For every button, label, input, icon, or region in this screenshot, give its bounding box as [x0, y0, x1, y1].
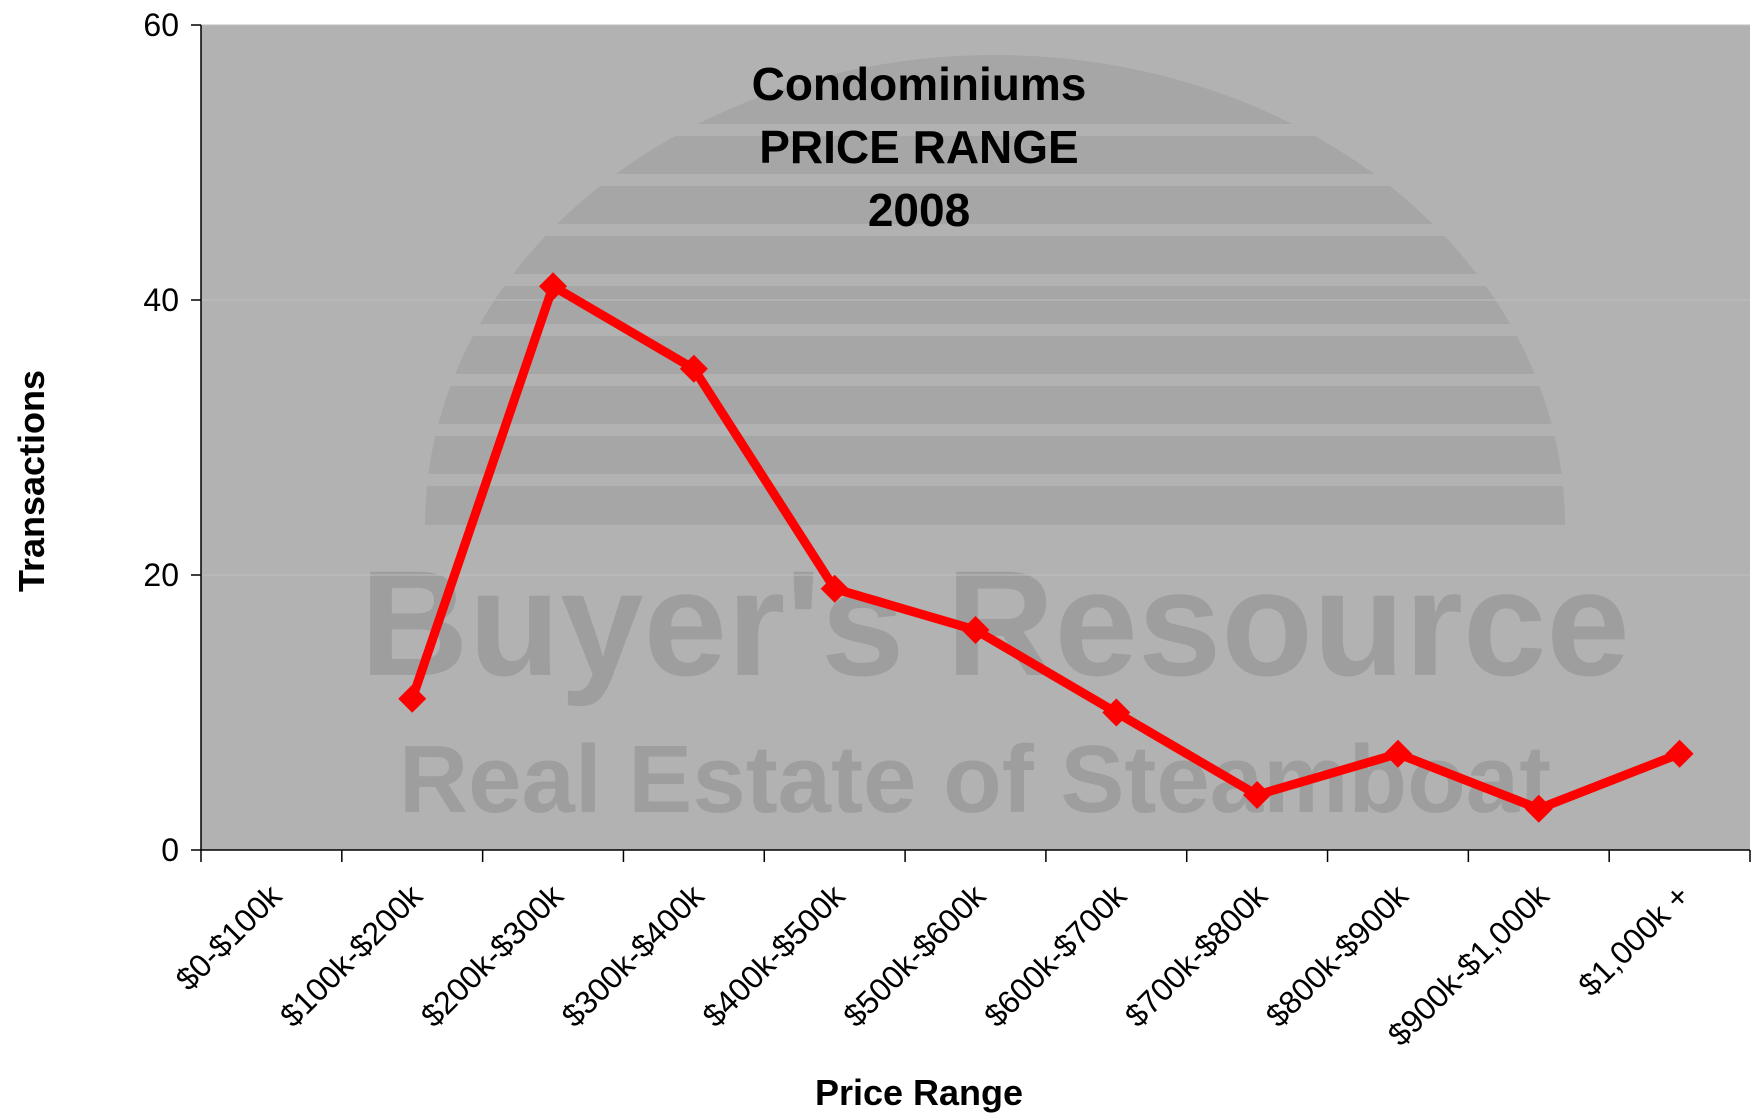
x-axis-label: Price Range — [815, 1072, 1023, 1113]
title-line: Condominiums — [752, 58, 1087, 110]
watermark: Buyer's Resource Real Estate of Steamboat — [360, 539, 1630, 833]
y-axis-label: Transactions — [11, 370, 52, 592]
x-tick-label: $400k-$500k — [695, 877, 852, 1034]
y-tick-label: 40 — [143, 282, 179, 318]
title-line: PRICE RANGE — [759, 121, 1078, 173]
y-tick-label: 60 — [143, 7, 179, 43]
x-tick-label: $200k-$300k — [414, 877, 571, 1034]
x-tick-label: $800k-$900k — [1259, 877, 1416, 1034]
x-tick-label: $500k-$600k — [836, 877, 993, 1034]
y-tick-label: 0 — [161, 832, 179, 868]
x-tick-label: $1,000k + — [1571, 877, 1696, 1002]
title-line: 2008 — [868, 184, 970, 236]
watermark-line: Buyer's Resource — [360, 539, 1630, 707]
x-tick-label: $700k-$800k — [1118, 877, 1275, 1034]
x-tick-label: $300k-$400k — [555, 877, 712, 1034]
watermark-line: Real Estate of Steamboat — [399, 726, 1551, 833]
x-tick-label: $100k-$200k — [273, 877, 430, 1034]
page: Condominiums PRICE RANGE 2008 Price Rang… — [0, 0, 1753, 1118]
x-tick-label: $600k-$700k — [977, 877, 1134, 1034]
y-tick-label: 20 — [143, 557, 179, 593]
x-tick-label: $0-$100k — [169, 877, 290, 998]
chart: Condominiums PRICE RANGE 2008 Price Rang… — [0, 0, 1753, 1118]
